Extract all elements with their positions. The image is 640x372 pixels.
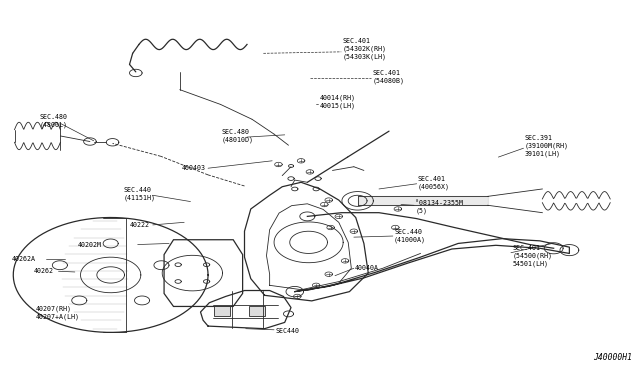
Text: 40207(RH)
40207+A(LH): 40207(RH) 40207+A(LH): [35, 305, 79, 320]
Text: SEC.480
(4800L): SEC.480 (4800L): [40, 114, 68, 128]
Text: SEC.401
(54302K(RH)
(54303K(LH): SEC.401 (54302K(RH) (54303K(LH): [342, 38, 387, 60]
Text: 40202M: 40202M: [77, 241, 101, 247]
Text: °08134-2355M
(5): °08134-2355M (5): [415, 200, 463, 214]
Text: SEC440: SEC440: [275, 327, 300, 334]
Text: SEC.401
(54500(RH)
54501(LH): SEC.401 (54500(RH) 54501(LH): [512, 245, 552, 267]
Text: SEC.440
(41151H): SEC.440 (41151H): [124, 187, 156, 201]
Text: SEC.401
(54080B): SEC.401 (54080B): [372, 70, 404, 84]
Text: 40262A: 40262A: [12, 256, 36, 262]
Bar: [249, 306, 264, 317]
Text: SEC.480
(48010D): SEC.480 (48010D): [222, 129, 254, 142]
Text: SEC.401
(40056X): SEC.401 (40056X): [418, 176, 450, 190]
Text: J40000H1: J40000H1: [593, 353, 632, 362]
Text: SEC.391
(39100M(RH)
39101(LH): SEC.391 (39100M(RH) 39101(LH): [525, 135, 569, 157]
Text: 400403: 400403: [182, 165, 205, 171]
Text: 40040A: 40040A: [355, 265, 379, 271]
Bar: [214, 306, 230, 317]
Text: 40262: 40262: [33, 268, 53, 274]
Text: SEC.440
(41000A): SEC.440 (41000A): [394, 229, 426, 243]
Text: 40014(RH)
40015(LH): 40014(RH) 40015(LH): [319, 95, 355, 109]
Text: 40222: 40222: [129, 222, 150, 228]
